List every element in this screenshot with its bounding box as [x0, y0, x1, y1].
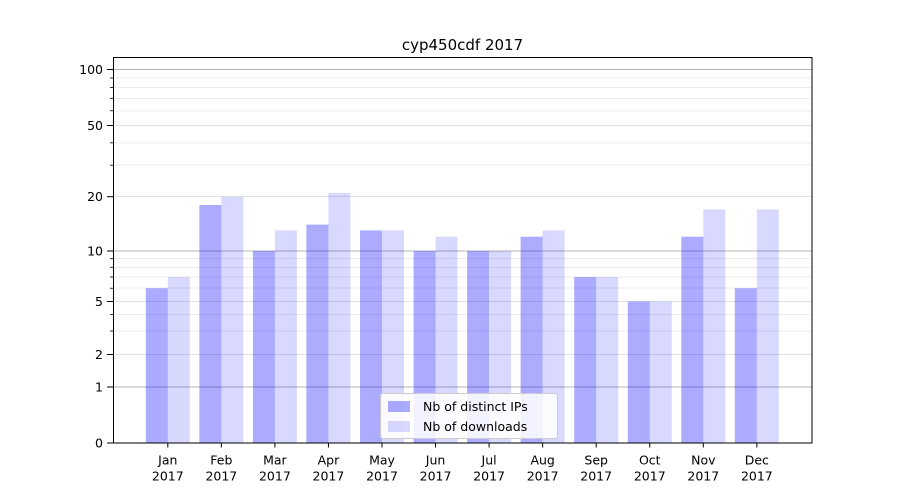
legend-swatch-distinct-ips — [388, 400, 410, 412]
x-tick-label-year: 2017 — [580, 469, 612, 484]
bar-distinct-ips-nov — [681, 236, 704, 443]
x-tick-label-month: Feb — [210, 453, 232, 468]
bar-downloads-dec — [756, 209, 779, 443]
bar-downloads-jan — [167, 277, 190, 443]
x-tick-label-month: Oct — [639, 453, 661, 468]
legend-label-downloads: Nb of downloads — [423, 418, 528, 434]
x-tick-label-month: Jun — [425, 453, 446, 468]
bar-distinct-ips-jan — [145, 288, 168, 443]
y-tick-label: 50 — [87, 118, 103, 133]
y-tick-label: 0 — [95, 436, 103, 451]
x-tick-label-month: Apr — [318, 453, 340, 468]
x-tick-label-year: 2017 — [259, 469, 291, 484]
x-tick-label-month: Jul — [481, 453, 497, 468]
y-axis: 0 1 2 5 10 20 50 100 — [79, 62, 114, 451]
y-tick-label: 1 — [95, 380, 103, 395]
x-tick-label-year: 2017 — [527, 469, 559, 484]
x-tick-label-month: Nov — [691, 453, 716, 468]
x-tick-label-year: 2017 — [473, 469, 505, 484]
gridlines — [113, 69, 812, 388]
x-tick-label-year: 2017 — [152, 469, 184, 484]
bar-distinct-ips-oct — [627, 301, 650, 443]
bar-distinct-ips-feb — [199, 205, 222, 443]
bar-downloads-oct — [649, 301, 672, 443]
bar-distinct-ips-apr — [306, 224, 329, 443]
bar-downloads-apr — [328, 192, 351, 443]
bar-downloads-nov — [703, 209, 726, 443]
plot-frame — [113, 57, 813, 444]
legend: Nb of distinct IPs Nb of downloads — [380, 393, 558, 439]
bar-distinct-ips-sep — [574, 277, 597, 443]
y-tick-label: 20 — [87, 189, 103, 204]
x-tick-label-year: 2017 — [366, 469, 398, 484]
x-tick-label-month: May — [369, 453, 395, 468]
x-tick-label-year: 2017 — [634, 469, 666, 484]
bar-downloads-may — [382, 230, 404, 443]
x-tick-label-year: 2017 — [313, 469, 345, 484]
bar-downloads-feb — [221, 196, 244, 443]
y-tick-label: 5 — [95, 294, 103, 309]
x-tick-label-month: Sep — [584, 453, 608, 468]
chart-title: cyp450cdf 2017 — [401, 36, 524, 54]
bar-distinct-ips-may — [360, 230, 382, 443]
legend-row-downloads: Nb of downloads — [388, 419, 557, 434]
y-tick-label: 2 — [95, 347, 103, 362]
legend-label-distinct-ips: Nb of distinct IPs — [423, 398, 528, 414]
x-tick-label-year: 2017 — [205, 469, 237, 484]
y-tick-label: 100 — [79, 62, 103, 77]
x-tick-label-year: 2017 — [687, 469, 719, 484]
x-axis: Jan2017Feb2017Mar2017Apr2017May2017Jun20… — [152, 443, 773, 484]
bar-downloads-jun — [435, 236, 458, 443]
y-tick-label: 10 — [87, 244, 103, 259]
bar-downloads-aug — [542, 230, 565, 443]
bar-downloads-mar — [274, 230, 297, 443]
legend-swatch-downloads — [388, 420, 410, 432]
x-tick-label-month: Dec — [745, 453, 769, 468]
x-tick-label-month: Mar — [263, 453, 287, 468]
x-tick-label-year: 2017 — [741, 469, 773, 484]
x-tick-label-year: 2017 — [420, 469, 452, 484]
bar-distinct-ips-mar — [252, 251, 275, 443]
bar-distinct-ips-aug — [520, 236, 543, 443]
bar-downloads-sep — [596, 277, 619, 443]
x-tick-label-month: Aug — [530, 453, 554, 468]
legend-row-distinct-ips: Nb of distinct IPs — [388, 399, 557, 414]
x-tick-label-month: Jan — [157, 453, 177, 468]
bar-distinct-ips-dec — [734, 288, 757, 443]
